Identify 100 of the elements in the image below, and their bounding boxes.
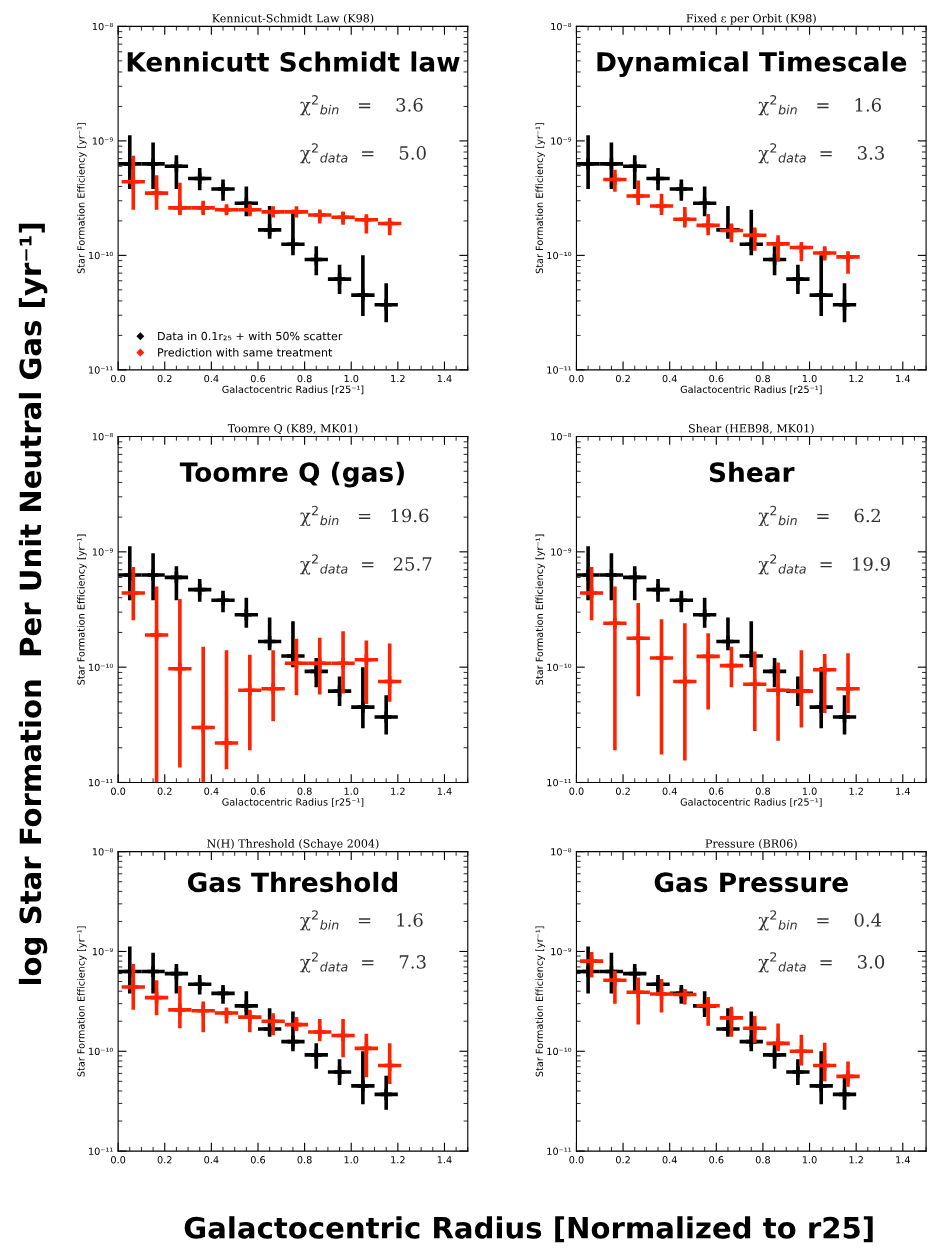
y-tick-label: 10⁻⁹ (551, 137, 572, 145)
annotation: χ$^{2}$$_{data}$ = 5.0 (300, 143, 426, 164)
x-tick-label: 1.0 (802, 787, 817, 795)
x-tick-label: 0.0 (569, 787, 584, 795)
text: χ$^{2}$$_{bin}$ = 3.6 (300, 95, 423, 116)
x-tick-label: 0.8 (297, 1156, 312, 1164)
chart-title: Fixed ε per Orbit (K98) (686, 13, 816, 25)
x-axis-title: Galactocentric Radius [r25⁻¹] (680, 385, 822, 395)
x-axis-title: Galactocentric Radius [r25⁻¹] (222, 798, 364, 807)
y-tick-label: 10⁻⁹ (551, 947, 572, 956)
text: Toomre Q (gas) (179, 461, 404, 488)
x-tick-label: 0.8 (297, 374, 312, 383)
text: χ$^{2}$$_{bin}$ = 19.6 (300, 505, 429, 527)
x-tick-label: 0.6 (250, 374, 266, 383)
y-axis-title: Star Formation Efficiency [yr⁻¹] (77, 534, 87, 685)
text: log Star Formation Per Unit Neutral Gas [yr⁻¹] (18, 223, 48, 985)
x-tick-label: 0.6 (709, 1156, 724, 1164)
y-tick-label: 10⁻¹⁰ (89, 663, 113, 671)
legend-label: Data in 0.1r₂₅ + with 50% scatter (158, 331, 343, 341)
x-tick-label: 0.2 (157, 787, 172, 795)
y-axis-title: Star Formation Efficiency [yr⁻¹] (77, 123, 87, 274)
chart-title: Pressure (BR06) (705, 839, 797, 850)
x-tick-label: 0.0 (569, 374, 584, 383)
x-tick-label: 0.6 (250, 1156, 266, 1164)
x-tick-label: 1.2 (849, 787, 863, 795)
x-tick-label: 1.0 (344, 1156, 359, 1164)
x-tick-label: 1.4 (896, 787, 910, 795)
text: Gas Threshold (187, 871, 398, 893)
x-tick-label: 0.0 (111, 787, 126, 795)
y-tick-label: 10⁻⁸ (92, 433, 113, 441)
x-tick-label: 0.0 (569, 1156, 584, 1164)
text: Galactocentric Radius [Normalized to r25] (184, 1216, 873, 1243)
y-axis-title: Star Formation Efficiency [yr⁻¹] (77, 926, 87, 1077)
text: χ$^{2}$$_{bin}$ = 6.2 (758, 505, 880, 527)
y-axis-title: Star Formation Efficiency [yr⁻¹] (535, 926, 545, 1077)
y-tick-label: 10⁻⁹ (551, 548, 572, 556)
x-tick-label: 1.0 (344, 374, 359, 383)
legend-label: Prediction with same treatment (158, 347, 333, 357)
text: Dynamical Timescale (597, 51, 907, 78)
y-tick-label: 10⁻¹⁰ (547, 1047, 572, 1056)
x-tick-label: 0.2 (615, 1156, 630, 1164)
chart-title: Kennicut-Schmidt Law (K98) (212, 13, 374, 24)
y-tick-label: 10⁻¹¹ (547, 366, 572, 374)
y-tick-label: 10⁻⁸ (551, 22, 572, 31)
x-axis-title: Galactocentric Radius [r25⁻¹] (222, 385, 364, 395)
y-tick-label: 10⁻¹¹ (547, 1147, 572, 1155)
x-tick-label: 0.4 (662, 374, 677, 383)
annotation: χ$^{2}$$_{data}$ = 3.3 (758, 143, 884, 164)
x-tick-label: 0.0 (111, 1156, 126, 1164)
y-tick-label: 10⁻¹¹ (89, 1147, 113, 1155)
x-tick-label: 0.2 (157, 1156, 172, 1164)
text: Shear (709, 461, 795, 483)
x-tick-label: 1.2 (391, 374, 405, 383)
x-tick-label: 0.2 (615, 787, 630, 795)
x-tick-label: 0.6 (250, 787, 266, 795)
y-tick-label: 10⁻¹⁰ (89, 251, 113, 260)
text: χ$^{2}$$_{bin}$ = 1.6 (300, 910, 423, 931)
y-axis-title: Star Formation Efficiency [yr⁻¹] (535, 123, 545, 274)
x-tick-label: 1.4 (896, 1156, 910, 1164)
text: χ$^{2}$$_{bin}$ = 0.4 (758, 910, 882, 931)
x-tick-label: 1.2 (849, 1156, 863, 1164)
y-tick-label: 10⁻⁸ (92, 848, 113, 856)
x-axis-title: Galactocentric Radius [r25⁻¹] (680, 798, 822, 807)
x-tick-label: 0.8 (755, 374, 770, 383)
x-tick-label: 1.0 (344, 787, 359, 795)
y-tick-label: 10⁻¹⁰ (89, 1047, 113, 1056)
x-tick-label: 0.4 (204, 1156, 219, 1164)
chart-title: Toomre Q (K89, MK01) (227, 423, 358, 435)
y-tick-label: 10⁻⁸ (551, 433, 572, 441)
text: Gas Pressure (654, 872, 848, 893)
annotation: χ$^{2}$$_{data}$ = 25.7 (300, 554, 432, 575)
x-tick-label: 0.4 (662, 1156, 677, 1164)
chart-title: Shear (HEB98, MK01) (688, 423, 814, 435)
x-tick-label: 0.8 (755, 787, 770, 795)
x-tick-label: 0.4 (204, 787, 219, 795)
x-tick-label: 0.6 (709, 787, 724, 795)
x-tick-label: 1.4 (437, 1156, 452, 1164)
x-tick-label: 0.6 (709, 374, 724, 383)
x-tick-label: 1.2 (849, 374, 863, 383)
y-tick-label: 10⁻¹⁰ (547, 663, 572, 671)
x-tick-label: 1.2 (391, 1156, 405, 1164)
y-tick-label: 10⁻⁹ (92, 947, 113, 956)
y-tick-label: 10⁻⁹ (92, 548, 113, 556)
y-tick-label: 10⁻⁸ (92, 22, 113, 31)
x-tick-label: 0.4 (662, 787, 677, 795)
x-tick-label: 0.8 (297, 787, 312, 795)
x-tick-label: 0.8 (755, 1156, 770, 1164)
y-tick-label: 10⁻⁸ (551, 848, 572, 856)
annotation: χ$^{2}$$_{data}$ = 7.3 (300, 952, 426, 973)
x-tick-label: 0.2 (157, 374, 172, 383)
y-tick-label: 10⁻¹¹ (89, 366, 113, 374)
y-tick-label: 10⁻⁹ (92, 137, 113, 145)
x-tick-label: 1.2 (391, 787, 405, 795)
y-axis-title: Star Formation Efficiency [yr⁻¹] (535, 534, 545, 685)
text: Kennicutt Schmidt law (127, 51, 460, 72)
x-tick-label: 1.0 (802, 374, 817, 383)
text: χ$^{2}$$_{bin}$ = 1.6 (758, 95, 882, 116)
y-tick-label: 10⁻¹⁰ (547, 251, 572, 260)
chart-title: N(H) Threshold (Schaye 2004) (207, 839, 379, 850)
x-tick-label: 0.2 (615, 374, 630, 383)
